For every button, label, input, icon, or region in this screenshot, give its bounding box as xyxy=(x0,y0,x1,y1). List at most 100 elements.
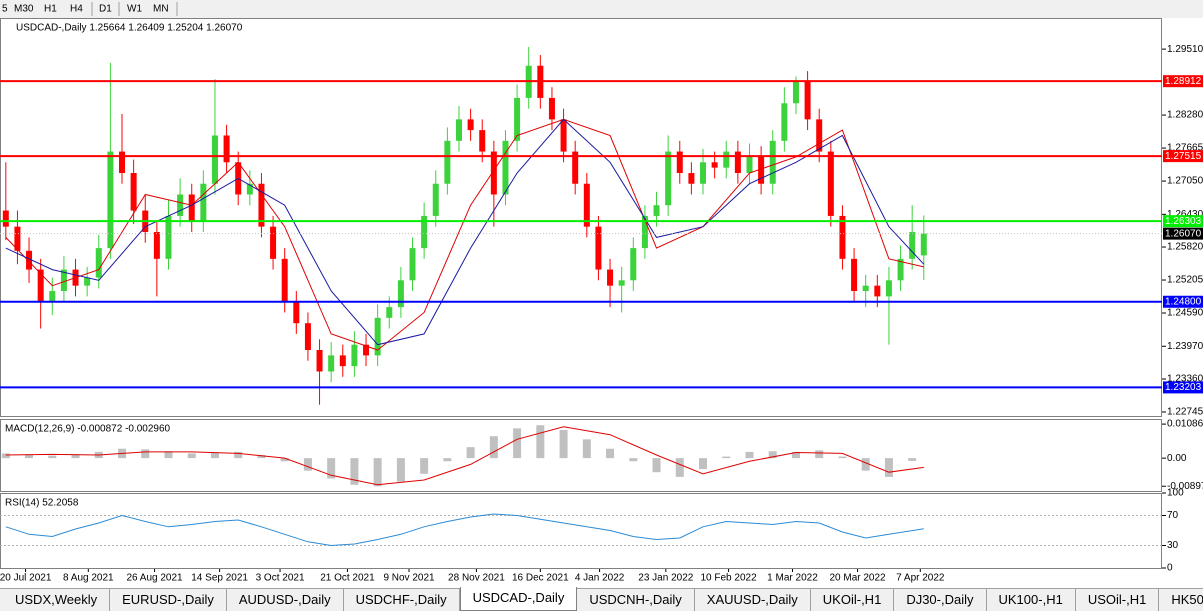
histogram-bar xyxy=(791,451,800,459)
indicator-line xyxy=(5,426,924,486)
histogram-bar xyxy=(513,428,522,459)
histogram-bar xyxy=(629,458,638,462)
histogram-bar xyxy=(466,447,475,459)
y-tick-label: 1.26430 xyxy=(1167,209,1203,220)
timeframe-button[interactable]: H4 xyxy=(70,4,83,15)
candle-body xyxy=(304,323,311,351)
histogram-bar xyxy=(280,458,289,462)
chart-tab[interactable]: DJ30-,Daily xyxy=(894,589,987,611)
x-tick-label: 8 Aug 2021 xyxy=(63,573,114,584)
histogram-bar xyxy=(25,455,34,459)
price-box xyxy=(1163,227,1203,240)
indicator-line xyxy=(5,118,925,346)
candle-body xyxy=(258,183,265,227)
level-label: 1.28912 xyxy=(1165,76,1202,87)
candle-body xyxy=(281,258,288,302)
histogram-bar xyxy=(164,451,173,459)
candle-body xyxy=(444,140,451,184)
histogram-bar xyxy=(327,458,336,479)
candle-body xyxy=(851,258,858,292)
candle-body xyxy=(421,215,428,249)
candle-body xyxy=(60,269,67,292)
level-label: 1.23203 xyxy=(1165,382,1202,393)
x-tick-label: 7 Apr 2022 xyxy=(896,573,945,584)
candle-body xyxy=(769,140,776,184)
histogram-bar xyxy=(652,458,661,473)
candle-body xyxy=(351,344,358,367)
chart-tab[interactable]: USDCNH-,Daily xyxy=(577,589,695,611)
panel-title: RSI(14) 52.2058 xyxy=(5,498,79,509)
histogram-bar xyxy=(722,456,731,459)
y-tick-label: 1.27050 xyxy=(1167,176,1203,187)
histogram-bar xyxy=(257,455,266,459)
histogram-bar xyxy=(71,454,80,459)
chart-tab[interactable]: AUDUSD-,Daily xyxy=(227,589,344,611)
chart-tab[interactable]: EURUSD-,Daily xyxy=(110,589,227,611)
candle-body xyxy=(153,232,160,259)
histogram-bar xyxy=(908,458,917,461)
candle-body xyxy=(95,248,102,278)
candle-body xyxy=(909,232,916,259)
chart-tab[interactable]: UK100-,H1 xyxy=(987,589,1076,611)
chart-tab[interactable]: USOil-,H1 xyxy=(1076,589,1160,611)
candle-body xyxy=(665,151,672,206)
candle-body xyxy=(374,317,381,356)
candle-body xyxy=(688,173,695,184)
x-tick-label: 14 Sep 2021 xyxy=(191,573,248,584)
indicator-line xyxy=(5,513,924,547)
toolbar xyxy=(0,0,1203,18)
timeframe-button[interactable]: MN xyxy=(153,4,169,15)
histogram-bar xyxy=(675,458,684,477)
x-tick-label: 16 Dec 2021 xyxy=(512,573,569,584)
candle-body xyxy=(595,226,602,270)
candle-body xyxy=(653,205,660,216)
histogram-bar xyxy=(234,451,243,459)
histogram-bar xyxy=(443,458,452,462)
chart-tab[interactable]: HK50-,H1 xyxy=(1159,589,1203,611)
candle-body xyxy=(711,162,718,168)
histogram-bar xyxy=(141,449,150,459)
candle-body xyxy=(816,119,823,152)
terminal-chart: 5 M30 H1 H4 D1 W1 MN USDCAD-,Daily 1.256… xyxy=(0,0,1203,584)
histogram-bar xyxy=(606,448,615,459)
candle-body xyxy=(84,277,91,286)
chart-tab[interactable]: USDCAD-,Daily xyxy=(459,587,578,611)
timeframe-button[interactable]: D1 xyxy=(99,4,112,15)
chart-tab[interactable]: USDCHF-,Daily xyxy=(344,589,460,611)
candle-body xyxy=(839,215,846,259)
y-tick-label: -0.008976 xyxy=(1167,481,1203,492)
chart-tab[interactable]: USDX,Weekly xyxy=(3,589,111,611)
timeframe-button[interactable]: H1 xyxy=(44,4,57,15)
timeframe-button[interactable]: M30 xyxy=(14,4,34,15)
y-tick-label: 100 xyxy=(1167,488,1184,499)
plot-area xyxy=(0,513,1162,547)
timeframe-button[interactable]: W1 xyxy=(127,4,142,15)
candle-body xyxy=(14,226,21,251)
timeframe-button[interactable]: 5 xyxy=(2,4,8,15)
x-tick-label: 10 Feb 2022 xyxy=(700,573,757,584)
level-box xyxy=(1163,215,1203,228)
y-tick-label: 1.29510 xyxy=(1167,44,1203,55)
candle-body xyxy=(119,151,126,174)
candle-body xyxy=(455,119,462,141)
x-tick-label: 20 Mar 2022 xyxy=(829,573,886,584)
candle-body xyxy=(490,151,497,195)
candle-body xyxy=(188,194,195,222)
y-tick-label: 1.25820 xyxy=(1167,242,1203,253)
level-box xyxy=(1163,381,1203,394)
candle-body xyxy=(781,103,788,141)
candle-body xyxy=(177,194,184,216)
candle-body xyxy=(467,119,474,131)
y-tick-label: 1.24590 xyxy=(1167,308,1203,319)
histogram-bar xyxy=(768,451,777,459)
candle-body xyxy=(328,355,335,372)
histogram-bar xyxy=(187,453,196,459)
histogram-bar xyxy=(745,451,754,459)
candle-body xyxy=(2,210,9,227)
x-tick-label: 1 Mar 2022 xyxy=(767,573,818,584)
chart-tab[interactable]: UKOil-,H1 xyxy=(811,589,895,611)
histogram-bar xyxy=(884,458,893,477)
candle-body xyxy=(386,307,393,318)
chart-tab[interactable]: XAUUSD-,Daily xyxy=(695,589,811,611)
histogram-bar xyxy=(303,458,312,471)
